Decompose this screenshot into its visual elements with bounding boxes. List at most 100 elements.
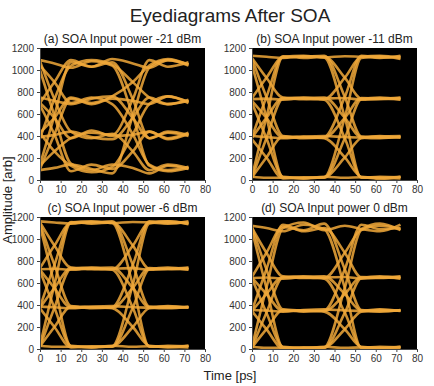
tick-label: 200 xyxy=(17,322,34,333)
y-axis: 020040060080010001200 xyxy=(12,43,41,186)
tick-mark xyxy=(396,180,397,183)
tick-mark xyxy=(37,158,40,159)
tick-label: 200 xyxy=(229,153,246,164)
tick-label: 0 xyxy=(250,353,256,364)
tick: 40 xyxy=(117,180,129,195)
eye-trace xyxy=(252,224,401,311)
tick: 800 xyxy=(229,87,252,98)
tick-mark xyxy=(273,349,274,352)
tick-mark xyxy=(249,349,252,350)
eye-trace xyxy=(252,56,401,178)
tick-label: 0 xyxy=(240,175,246,186)
tick-label: 50 xyxy=(138,184,150,195)
tick-label: 600 xyxy=(229,109,246,120)
tick-label: 200 xyxy=(229,322,246,333)
panel: 01020304050607080020040060080010001200(c… xyxy=(12,201,212,364)
eye-trace xyxy=(252,225,401,311)
tick-mark xyxy=(184,349,185,352)
traces xyxy=(40,59,189,173)
x-axis: 01020304050607080 xyxy=(38,349,212,364)
tick-mark xyxy=(417,349,418,352)
plot-background xyxy=(40,217,205,349)
tick-mark xyxy=(102,180,103,183)
axis-line xyxy=(41,181,206,184)
tick: 0 xyxy=(240,175,252,186)
eye-trace xyxy=(40,59,189,165)
tick-label: 30 xyxy=(97,353,109,364)
tick-label: 0 xyxy=(28,175,34,186)
tick-label: 0 xyxy=(240,344,246,355)
tick-label: 1000 xyxy=(12,65,35,76)
tick: 80 xyxy=(200,349,212,364)
tick-label: 200 xyxy=(17,153,34,164)
tick-label: 800 xyxy=(17,87,34,98)
tick-label: 800 xyxy=(17,256,34,267)
tick-mark xyxy=(123,180,124,183)
tick-mark xyxy=(335,349,336,352)
axis-line xyxy=(253,181,418,184)
tick-label: 1200 xyxy=(224,43,247,54)
eye-trace xyxy=(40,60,189,138)
eye-trace xyxy=(252,56,401,137)
tick-label: 80 xyxy=(412,184,424,195)
eye-trace xyxy=(40,221,189,307)
tick: 70 xyxy=(179,180,191,195)
tick-label: 60 xyxy=(371,184,383,195)
tick-label: 60 xyxy=(159,184,171,195)
tick-label: 30 xyxy=(309,184,321,195)
tick-label: 20 xyxy=(76,353,88,364)
tick-mark xyxy=(37,136,40,137)
tick: 0 xyxy=(240,344,252,355)
panel: 01020304050607080020040060080010001200(a… xyxy=(12,32,212,195)
tick-mark xyxy=(249,70,252,71)
tick-label: 1200 xyxy=(12,43,35,54)
tick: 20 xyxy=(288,180,300,195)
tick-label: 30 xyxy=(309,353,321,364)
tick-label: 1000 xyxy=(12,234,35,245)
tick: 1200 xyxy=(12,43,40,54)
tick: 60 xyxy=(371,180,383,195)
tick-label: 800 xyxy=(229,87,246,98)
axis-line xyxy=(249,218,253,350)
tick-mark xyxy=(37,239,40,240)
tick-label: 80 xyxy=(200,353,212,364)
tick-mark xyxy=(273,180,274,183)
tick-label: 10 xyxy=(56,353,68,364)
tick: 20 xyxy=(288,349,300,364)
tick-label: 80 xyxy=(412,353,424,364)
tick: 600 xyxy=(229,278,252,289)
tick-mark xyxy=(314,180,315,183)
tick-label: 20 xyxy=(76,184,88,195)
tick-mark xyxy=(293,349,294,352)
tick-label: 70 xyxy=(179,353,191,364)
x-axis: 01020304050607080 xyxy=(250,180,424,195)
tick-label: 1200 xyxy=(12,212,35,223)
tick: 80 xyxy=(200,180,212,195)
tick-mark xyxy=(143,180,144,183)
x-axis: 01020304050607080 xyxy=(250,349,424,364)
tick-mark xyxy=(164,180,165,183)
eye-trace xyxy=(252,56,401,178)
tick-label: 400 xyxy=(229,300,246,311)
tick-label: 40 xyxy=(117,184,129,195)
tick-label: 600 xyxy=(17,278,34,289)
tick-label: 0 xyxy=(38,184,44,195)
tick-mark xyxy=(37,261,40,262)
tick-mark xyxy=(376,180,377,183)
tick-mark xyxy=(102,349,103,352)
eye-trace xyxy=(252,225,401,348)
tick: 400 xyxy=(229,131,252,142)
x-axis: 01020304050607080 xyxy=(38,180,212,195)
tick: 40 xyxy=(117,349,129,364)
tick: 40 xyxy=(329,349,341,364)
tick-mark xyxy=(205,349,206,352)
tick-label: 60 xyxy=(159,353,171,364)
tick-label: 1000 xyxy=(224,65,247,76)
tick-label: 20 xyxy=(288,353,300,364)
tick: 20 xyxy=(76,180,88,195)
axis-line xyxy=(253,350,418,353)
tick-mark xyxy=(355,349,356,352)
tick-mark xyxy=(249,48,252,49)
eye-trace xyxy=(252,56,401,177)
axis-line xyxy=(37,49,41,181)
